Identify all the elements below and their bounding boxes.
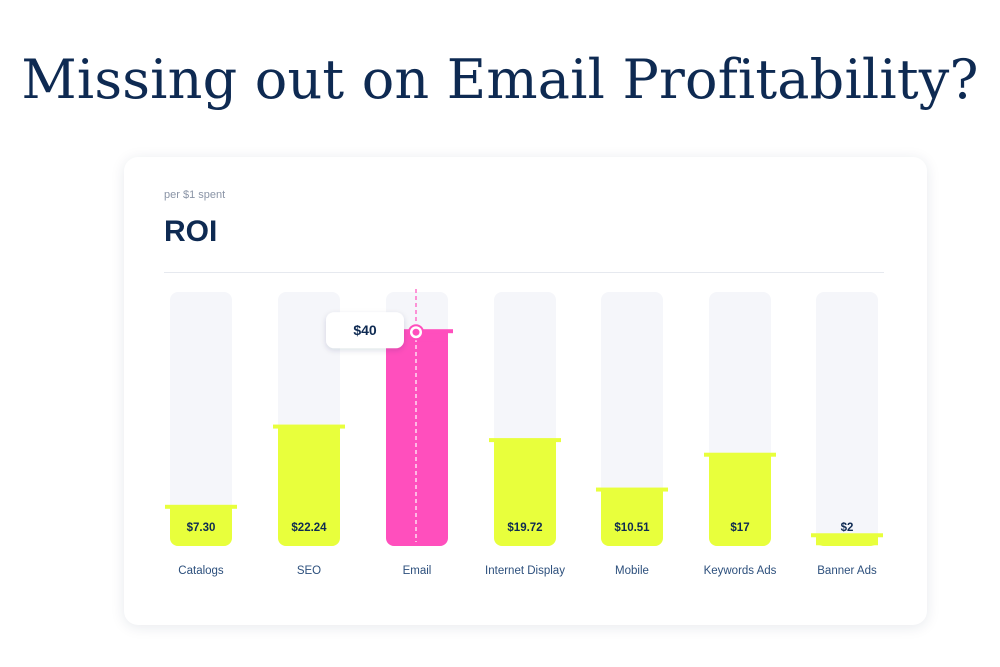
chart-title: ROI bbox=[164, 215, 218, 248]
bar-top-keywords-ads bbox=[709, 454, 771, 465]
roi-bar-chart: $7.30 Catalogs $22.24 SEO Email $40 $19.72 Inte… bbox=[165, 289, 883, 577]
category-label-banner-ads: Banner Ads bbox=[817, 565, 877, 577]
value-label-mobile: $10.51 bbox=[614, 522, 650, 534]
bar-track-mobile bbox=[601, 292, 663, 546]
bar-track-banner-ads bbox=[816, 292, 878, 546]
bar-cap-mobile bbox=[596, 487, 668, 492]
bar-top-mobile bbox=[601, 489, 663, 500]
bar-cap-catalogs bbox=[165, 504, 237, 509]
bar-keywords-ads bbox=[709, 454, 771, 546]
bar-top-catalogs bbox=[170, 506, 232, 517]
bar-top-banner-ads bbox=[816, 535, 878, 546]
category-label-keywords-ads: Keywords Ads bbox=[704, 565, 777, 577]
value-label-internet-display: $19.72 bbox=[507, 522, 542, 534]
bar-cap-internet-display bbox=[489, 438, 561, 443]
bar-cap-banner-ads bbox=[811, 533, 883, 538]
chart-subtitle: per $1 spent bbox=[164, 189, 226, 201]
bar-top-internet-display bbox=[494, 440, 556, 451]
bar-internet-display bbox=[494, 440, 556, 546]
category-label-mobile: Mobile bbox=[615, 565, 649, 577]
roi-chart-card: per $1 spent ROI $7.30 Catalogs $22.24 SEO E… bbox=[124, 157, 927, 625]
value-label-seo: $22.24 bbox=[291, 522, 327, 534]
bar-mobile bbox=[601, 489, 663, 546]
highlight-marker-dot bbox=[412, 328, 420, 336]
bar-email bbox=[386, 331, 448, 546]
category-label-seo: SEO bbox=[297, 565, 321, 577]
bar-cap-keywords-ads bbox=[704, 452, 776, 457]
value-label-keywords-ads: $17 bbox=[730, 522, 749, 534]
category-label-internet-display: Internet Display bbox=[485, 565, 565, 577]
bar-top-seo bbox=[278, 426, 340, 437]
highlight-tooltip-value: $40 bbox=[353, 322, 377, 338]
value-label-banner-ads: $2 bbox=[841, 522, 854, 534]
bar-seo bbox=[278, 426, 340, 546]
bar-cap-seo bbox=[273, 424, 345, 429]
category-label-email: Email bbox=[403, 565, 432, 577]
highlight-tooltip bbox=[326, 312, 404, 349]
title-divider bbox=[164, 272, 884, 273]
bar-track-catalogs bbox=[170, 292, 232, 546]
page-headline: Missing out on Email Profitability? bbox=[21, 48, 979, 111]
category-label-catalogs: Catalogs bbox=[178, 565, 224, 577]
value-label-catalogs: $7.30 bbox=[187, 522, 216, 534]
